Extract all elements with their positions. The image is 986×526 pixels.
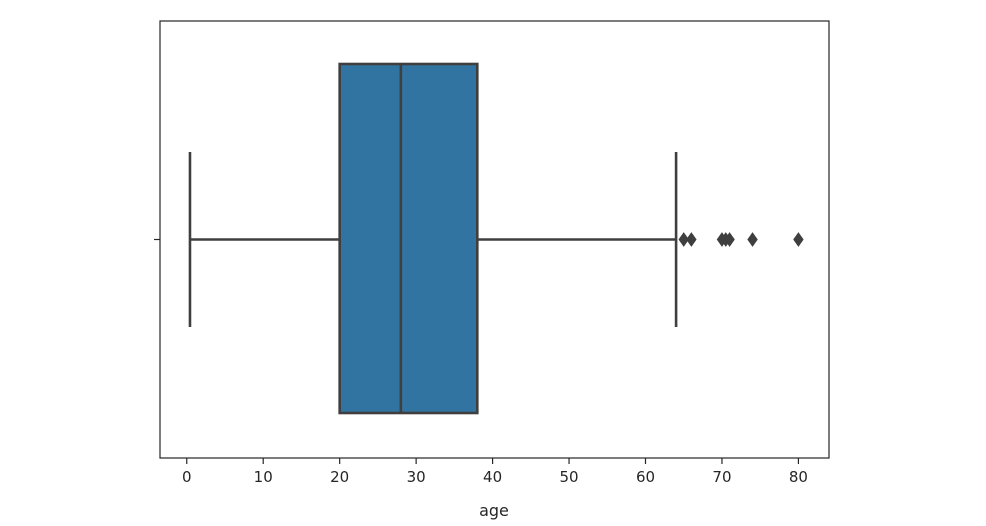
x-tick-label: 80 xyxy=(789,468,808,486)
iqr-box xyxy=(338,62,479,415)
outlier-point xyxy=(686,232,697,247)
x-tick-label: 20 xyxy=(330,468,349,486)
x-tick-label: 0 xyxy=(182,468,192,486)
x-tick-label: 10 xyxy=(254,468,273,486)
x-tick-label: 50 xyxy=(559,468,578,486)
x-tick-label: 60 xyxy=(636,468,655,486)
x-tick-label: 70 xyxy=(712,468,731,486)
outlier-point xyxy=(747,232,758,247)
outlier-point xyxy=(678,232,689,247)
outlier-point xyxy=(793,232,804,247)
x-axis-label: age xyxy=(479,501,509,520)
x-axis-ticks: 0 10 20 30 40 50 60 70 80 xyxy=(182,458,808,486)
outlier-point xyxy=(724,232,735,247)
x-tick-label: 40 xyxy=(483,468,502,486)
box-group xyxy=(188,62,804,415)
x-tick-label: 30 xyxy=(407,468,426,486)
